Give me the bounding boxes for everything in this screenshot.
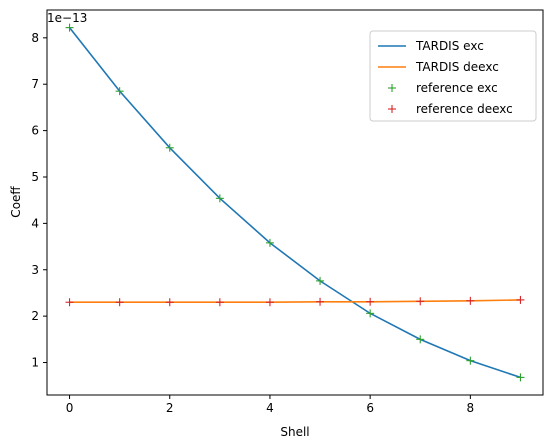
x-axis-label: Shell bbox=[280, 425, 309, 439]
legend-item-2: reference exc bbox=[388, 81, 498, 95]
plot-area-frame bbox=[46, 9, 544, 396]
data-point-3-4 bbox=[265, 298, 274, 307]
legend: TARDIS exc TARDIS deexc reference exc refer… bbox=[369, 30, 537, 122]
data-point-3-1 bbox=[115, 298, 124, 307]
data-point-3-6 bbox=[366, 297, 375, 306]
data-point-2-0 bbox=[65, 23, 74, 32]
data-point-2-1 bbox=[115, 87, 124, 96]
data-point-3-9 bbox=[516, 295, 525, 304]
x-tick-label: 2 bbox=[166, 401, 174, 415]
y-tick-label: 7 bbox=[31, 77, 39, 91]
legend-marker-swatch bbox=[388, 105, 396, 113]
legend-box bbox=[369, 30, 537, 122]
series-line-0 bbox=[68, 27, 521, 379]
legend-label: TARDIS exc bbox=[415, 39, 484, 53]
y-tick-label: 8 bbox=[31, 31, 39, 45]
y-axis-offset-text: 1e−13 bbox=[47, 11, 87, 25]
legend-item-3: reference deexc bbox=[388, 102, 513, 116]
x-tick-label: 8 bbox=[467, 401, 475, 415]
data-point-2-9 bbox=[516, 373, 525, 382]
legend-label: reference deexc bbox=[416, 102, 513, 116]
data-point-3-5 bbox=[316, 297, 325, 306]
y-tick-label: 1 bbox=[31, 356, 39, 370]
data-point-3-0 bbox=[65, 298, 74, 307]
y-axis-label: Coeff bbox=[9, 186, 23, 218]
legend-label: reference exc bbox=[416, 81, 498, 95]
data-point-3-2 bbox=[165, 298, 174, 307]
y-tick-label: 3 bbox=[31, 263, 39, 277]
legend-label: TARDIS deexc bbox=[415, 60, 499, 74]
data-point-2-5 bbox=[316, 276, 325, 285]
data-point-3-3 bbox=[215, 298, 224, 307]
data-point-3-8 bbox=[466, 296, 475, 305]
y-tick-label: 6 bbox=[31, 124, 39, 138]
series-line-1 bbox=[69, 299, 521, 304]
legend-item-1: TARDIS deexc bbox=[378, 60, 499, 74]
x-tick-label: 4 bbox=[266, 401, 274, 415]
data-point-2-7 bbox=[416, 335, 425, 344]
y-tick-label: 2 bbox=[31, 309, 39, 323]
data-point-2-6 bbox=[366, 309, 375, 318]
x-tick-label: 0 bbox=[66, 401, 74, 415]
x-tick-label: 6 bbox=[366, 401, 374, 415]
legend-item-0: TARDIS exc bbox=[378, 39, 484, 53]
y-tick-label: 4 bbox=[31, 216, 39, 230]
y-tick-label: 5 bbox=[31, 170, 39, 184]
data-point-2-4 bbox=[265, 238, 274, 247]
data-point-2-2 bbox=[165, 143, 174, 152]
data-point-2-3 bbox=[215, 194, 224, 203]
data-point-2-8 bbox=[466, 356, 475, 365]
legend-marker-swatch bbox=[388, 84, 396, 92]
data-point-3-7 bbox=[416, 297, 425, 306]
